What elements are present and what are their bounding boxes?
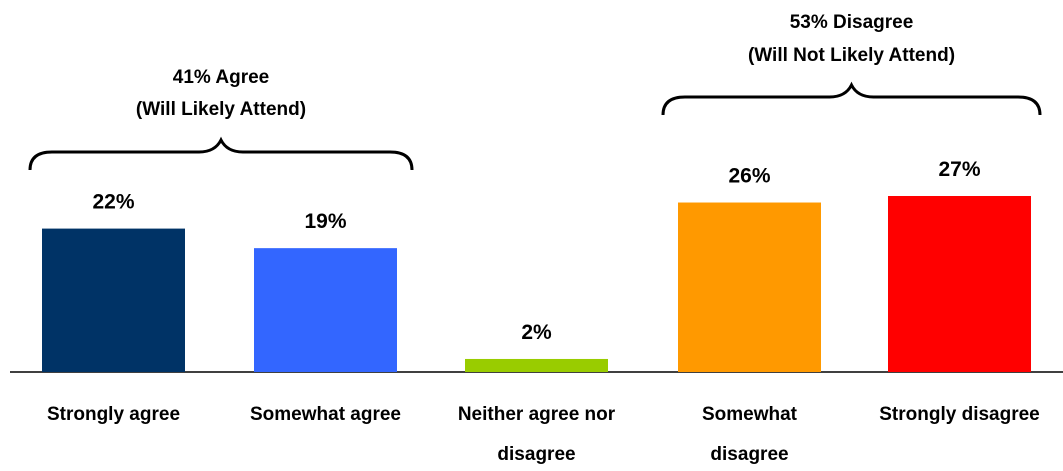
data-labels-layer: 22% 19% 2% 26% 27% [92,158,980,344]
brace-0 [28,136,414,171]
bars-layer [42,196,1031,372]
data-label-3: 26% [728,165,770,188]
data-label-4: 27% [938,158,980,181]
category-label-3-line-0: Somewhat [702,404,798,425]
bar-1 [254,248,397,372]
category-label-1: Somewhat agree [250,404,401,425]
category-label-4: Strongly disagree [879,404,1040,425]
brace-caption-0-line-1: (Will Likely Attend) [136,99,306,120]
category-label-0: Strongly agree [47,404,180,425]
bar-3 [678,202,821,372]
brace-caption-1-line-0: 53% Disagree [790,12,914,33]
category-label-3-line-1: disagree [710,444,788,465]
data-label-1: 19% [304,210,346,233]
data-label-2: 2% [521,321,552,344]
category-label-2-line-0: Neither agree nor [458,404,616,425]
category-labels-layer: Strongly agree Somewhat agree Neither agre… [47,404,1040,465]
annotations-layer: 41% Agree (Will Likely Attend) 53% Disagre… [28,12,1042,171]
brace-1 [661,81,1042,116]
data-label-0: 22% [92,191,134,214]
bar-4 [888,196,1031,372]
category-label-2-line-1: disagree [497,444,575,465]
brace-caption-0-line-0: 41% Agree [173,67,269,88]
bar-0 [42,228,185,372]
brace-caption-1-line-1: (Will Not Likely Attend) [748,45,955,66]
bar-2 [465,358,608,372]
